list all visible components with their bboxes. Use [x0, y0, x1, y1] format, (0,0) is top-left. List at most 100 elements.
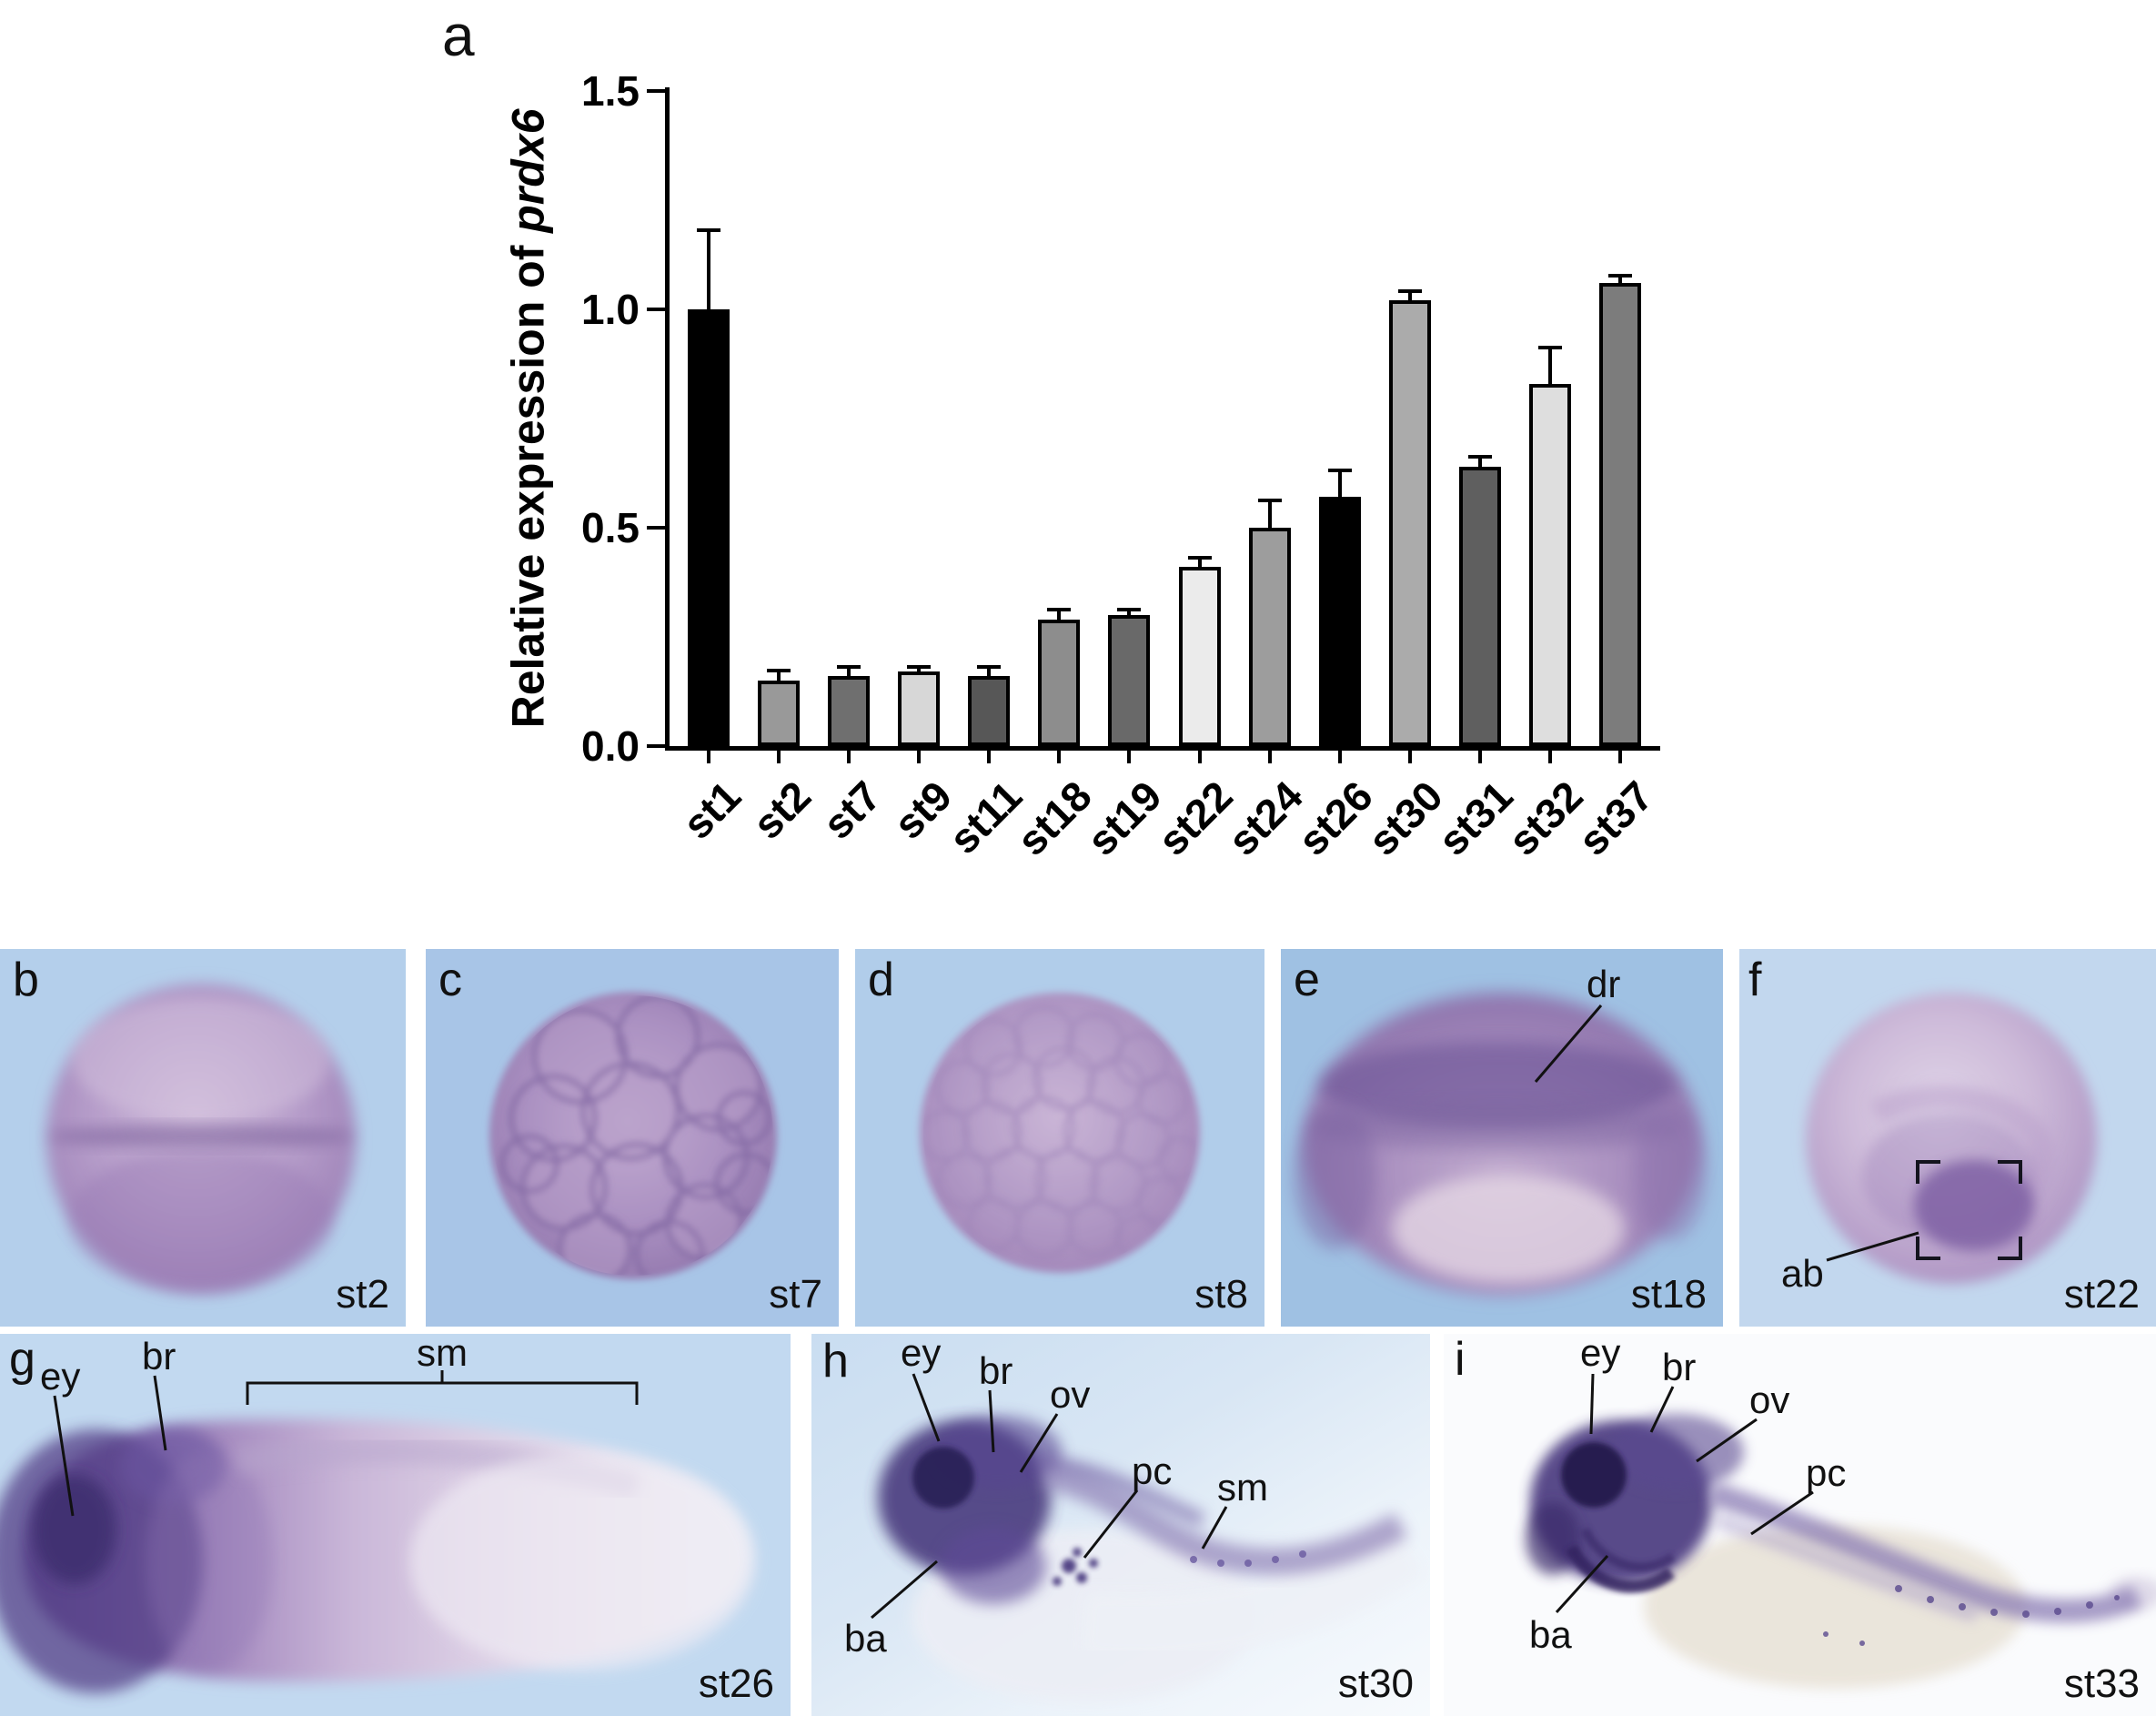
embryo-st30-illustration	[871, 1373, 1426, 1702]
error-cap-st26	[1327, 468, 1352, 472]
panel-b: b st2	[0, 949, 406, 1327]
y-axis-line	[665, 87, 670, 751]
annotation-sm-label: sm	[417, 1334, 468, 1374]
annotation-sm-label: sm	[1217, 1466, 1268, 1509]
error-cap-st18	[1047, 608, 1072, 612]
x-tick-st26	[1337, 751, 1342, 763]
error-cap-st19	[1117, 608, 1142, 612]
embryo-st8-illustration	[920, 993, 1200, 1273]
error-bar-st19	[1127, 611, 1132, 615]
x-tick-st18	[1057, 751, 1062, 763]
panel-i-letter: i	[1455, 1334, 1466, 1386]
bar-st37	[1599, 283, 1642, 746]
bar-st22	[1178, 567, 1221, 746]
panel-a-letter: a	[442, 3, 475, 68]
annotation-ba-label: ba	[1529, 1613, 1572, 1656]
panel-g-letter: g	[9, 1334, 35, 1386]
stage-label-st30: st30	[1337, 1661, 1414, 1706]
bar-st11	[968, 676, 1011, 746]
bar-st1	[687, 309, 730, 746]
y-tick-1.0	[647, 308, 667, 311]
x-tick-st30	[1408, 751, 1412, 763]
x-tick-st7	[846, 751, 851, 763]
y-tick-label-1.5: 1.5	[581, 67, 640, 115]
embryo-st22-illustration	[1806, 993, 2097, 1284]
bar-st26	[1318, 497, 1361, 746]
annotation-ba-label: ba	[844, 1617, 887, 1660]
x-tick-st2	[776, 751, 781, 763]
error-bar-st9	[917, 667, 921, 672]
panel-h-letter: h	[822, 1335, 849, 1388]
expression-bar-chart: a Relative expression of prdx6 st1 st2 st7…	[442, 3, 1662, 864]
annotation-ey-label: ey	[901, 1334, 942, 1374]
error-bar-st18	[1057, 611, 1062, 620]
region-of-interest-brackets	[1916, 1160, 2022, 1260]
panel-i: i ey br ov pc ba st33	[1444, 1334, 2156, 1716]
error-cap-st31	[1468, 455, 1493, 459]
x-tick-label-st37: st37	[1458, 770, 1662, 864]
stage-label-st18: st18	[1630, 1272, 1707, 1317]
panel-g: g ey br sm st26	[0, 1334, 791, 1716]
stage-label-st7: st7	[769, 1272, 822, 1317]
bar-st31	[1459, 466, 1502, 746]
sm-extent-bracket	[246, 1381, 639, 1405]
y-axis-title-italic: prdx6	[502, 108, 554, 233]
x-tick-st24	[1267, 751, 1272, 763]
annotation-ov-label: ov	[1050, 1373, 1091, 1416]
y-tick-label-0.5: 0.5	[581, 504, 640, 551]
bar-st24	[1248, 528, 1291, 746]
annotation-ey-label: ey	[40, 1355, 81, 1398]
bar-st2	[757, 681, 800, 746]
ov-pointer-line	[1019, 1413, 1059, 1473]
error-bar-st1	[706, 230, 710, 309]
pc-pointer-line	[1083, 1489, 1139, 1559]
error-cap-st11	[977, 664, 1002, 669]
x-tick-st37	[1618, 751, 1623, 763]
error-cap-st22	[1187, 555, 1212, 560]
x-tick-st19	[1127, 751, 1132, 763]
y-tick-0.5	[647, 526, 667, 530]
annotation-ey-label: ey	[1580, 1334, 1621, 1374]
error-cap-st24	[1257, 499, 1282, 503]
x-tick-st9	[917, 751, 921, 763]
stage-label-st33: st33	[2063, 1661, 2140, 1706]
x-tick-label-text-st37: st37	[1569, 772, 1663, 865]
error-cap-st9	[907, 664, 931, 669]
stage-label-st26: st26	[698, 1661, 774, 1706]
ey-pointer-line	[53, 1395, 75, 1517]
x-tick-st1	[706, 751, 710, 763]
embryo-st18-illustration	[1295, 993, 1707, 1295]
bar-st7	[827, 676, 870, 746]
annotation-br-label: br	[142, 1335, 176, 1378]
embryo-st2-illustration	[46, 984, 356, 1293]
error-cap-st7	[836, 664, 861, 669]
error-bar-st24	[1267, 501, 1272, 528]
embryo-st26-illustration	[0, 1370, 755, 1693]
stage-label-st22: st22	[2063, 1272, 2140, 1317]
error-cap-st30	[1398, 288, 1422, 293]
annotation-pc-label: pc	[1132, 1449, 1173, 1492]
x-tick-st11	[987, 751, 992, 763]
error-cap-st1	[696, 227, 720, 232]
error-cap-st32	[1538, 346, 1563, 350]
ba-pointer-line	[1555, 1554, 1609, 1614]
panel-c-letter: c	[438, 954, 462, 1006]
annotation-dr-label: dr	[1587, 963, 1621, 1005]
y-tick-0.0	[647, 744, 667, 748]
annotation-pc-label: pc	[1806, 1451, 1847, 1494]
br-pointer-line	[153, 1375, 167, 1451]
error-bar-st22	[1197, 558, 1202, 568]
panel-f: f ab st22	[1739, 949, 2156, 1327]
panel-d-letter: d	[868, 954, 894, 1006]
sm-pointer-line	[1201, 1506, 1228, 1549]
error-cap-st37	[1608, 274, 1633, 278]
annotation-br-label: br	[1662, 1346, 1697, 1388]
error-bar-st11	[987, 667, 992, 677]
y-tick-label-0.0: 0.0	[581, 722, 640, 770]
y-axis-title-text: Relative expression of prdx6	[501, 109, 554, 729]
bar-st9	[898, 671, 940, 746]
y-tick-label-1.0: 1.0	[581, 286, 640, 333]
annotation-ab-label: ab	[1781, 1252, 1824, 1295]
bar-st19	[1108, 615, 1151, 746]
bar-st30	[1389, 300, 1431, 746]
